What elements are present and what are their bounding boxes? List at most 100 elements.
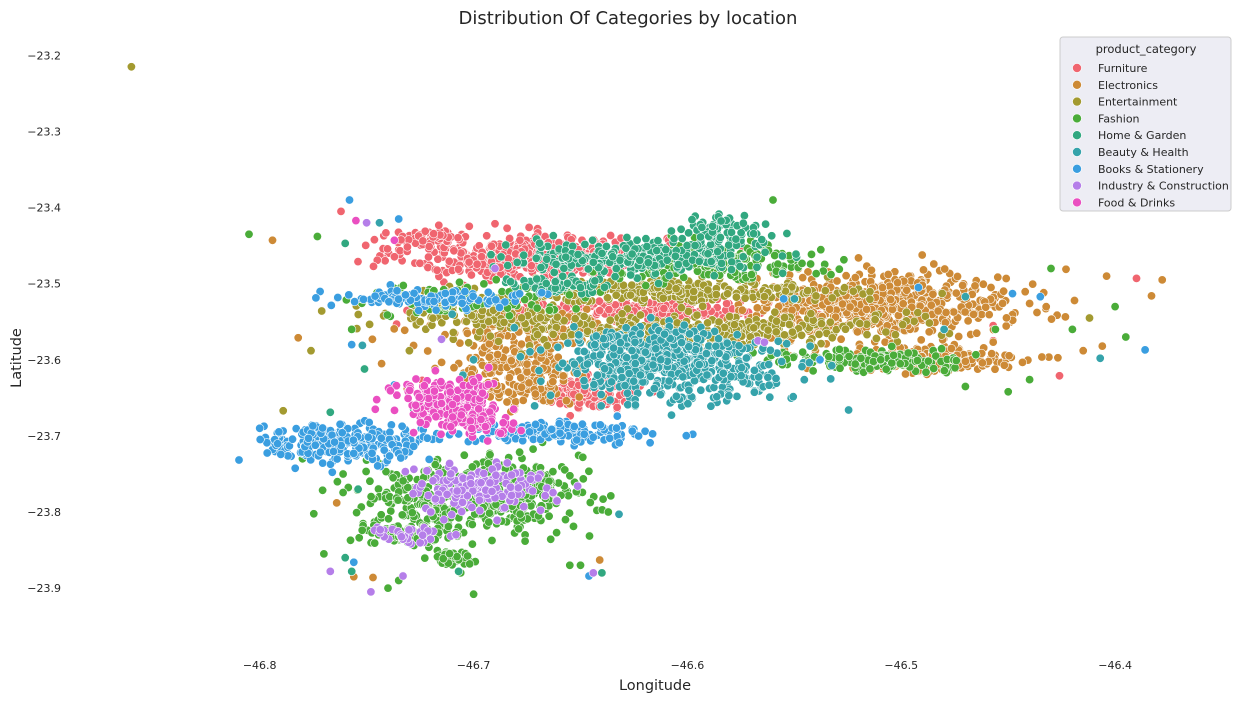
data-point-home-garden xyxy=(706,256,716,266)
data-point-entertainment xyxy=(825,317,835,327)
data-point-entertainment xyxy=(532,330,542,340)
data-point-home-garden xyxy=(643,258,653,268)
data-point-home-garden xyxy=(653,236,663,246)
data-point-beauty-health xyxy=(622,353,632,363)
data-point-beauty-health xyxy=(844,405,854,415)
data-point-home-garden xyxy=(791,249,801,259)
data-point-furniture xyxy=(453,264,463,274)
data-point-home-garden xyxy=(506,277,516,287)
data-point-beauty-health xyxy=(655,390,665,400)
data-point-electronics xyxy=(940,264,950,274)
data-point-entertainment xyxy=(779,330,789,340)
data-point-home-garden xyxy=(642,242,652,252)
data-point-electronics xyxy=(951,288,961,298)
data-point-electronics xyxy=(517,382,527,392)
data-point-fashion xyxy=(469,589,479,599)
data-point-home-garden xyxy=(588,235,598,245)
data-point-electronics xyxy=(999,286,1009,296)
data-point-entertainment xyxy=(676,303,686,313)
data-point-fashion xyxy=(319,549,329,559)
data-point-furniture xyxy=(353,257,363,267)
data-point-home-garden xyxy=(673,259,683,269)
data-point-electronics xyxy=(522,359,532,369)
data-point-fashion xyxy=(352,508,362,518)
data-point-beauty-health xyxy=(788,392,798,402)
data-point-electronics xyxy=(986,282,996,292)
data-point-furniture xyxy=(515,235,525,245)
data-point-entertainment xyxy=(535,313,545,323)
data-point-electronics xyxy=(941,307,951,317)
data-point-fashion xyxy=(318,485,328,495)
data-point-beauty-health xyxy=(764,359,774,369)
data-point-entertainment xyxy=(784,319,794,329)
data-point-electronics xyxy=(893,278,903,288)
data-point-beauty-health xyxy=(726,372,736,382)
data-point-furniture xyxy=(477,252,487,262)
data-point-electronics xyxy=(972,328,982,338)
data-point-electronics xyxy=(502,397,512,407)
data-point-entertainment xyxy=(692,310,702,320)
data-point-fashion xyxy=(568,521,578,531)
data-point-entertainment xyxy=(611,290,621,300)
data-point-fashion xyxy=(826,270,836,280)
data-point-beauty-health xyxy=(826,374,836,384)
data-point-electronics xyxy=(1147,291,1157,301)
data-point-beauty-health xyxy=(718,368,728,378)
data-point-entertainment xyxy=(317,306,327,316)
data-point-home-garden xyxy=(735,261,745,271)
data-point-home-garden xyxy=(641,234,651,244)
data-point-electronics xyxy=(506,356,516,366)
data-point-electronics xyxy=(449,363,459,373)
data-point-fashion xyxy=(960,381,970,391)
data-point-beauty-health xyxy=(671,391,681,401)
data-point-electronics xyxy=(1001,313,1011,323)
data-point-home-garden xyxy=(536,262,546,272)
data-point-fashion xyxy=(548,467,558,477)
data-point-entertainment xyxy=(749,323,759,333)
data-point-beauty-health xyxy=(620,380,630,390)
data-point-beauty-health xyxy=(589,380,599,390)
data-point-fashion xyxy=(467,519,477,529)
data-point-home-garden xyxy=(757,235,767,245)
data-point-fashion xyxy=(839,255,849,265)
data-point-fashion xyxy=(338,487,348,497)
data-point-furniture xyxy=(722,299,732,309)
data-point-home-garden xyxy=(713,247,723,257)
data-point-beauty-health xyxy=(765,392,775,402)
data-point-home-garden xyxy=(550,277,560,287)
data-point-fashion xyxy=(544,305,554,315)
data-point-fashion xyxy=(366,492,376,502)
data-point-entertainment xyxy=(740,293,750,303)
data-point-entertainment xyxy=(731,292,741,302)
data-point-home-garden xyxy=(353,484,363,494)
data-point-entertainment xyxy=(898,320,908,330)
data-point-entertainment xyxy=(1085,313,1095,323)
data-point-furniture xyxy=(444,256,454,266)
data-point-electronics xyxy=(987,349,997,359)
data-point-beauty-health xyxy=(515,352,525,362)
data-point-fashion xyxy=(312,232,322,242)
data-point-electronics xyxy=(511,397,521,407)
data-point-electronics xyxy=(993,272,1003,282)
data-point-fashion xyxy=(546,534,556,544)
data-point-beauty-health xyxy=(763,372,773,382)
data-point-electronics xyxy=(902,285,912,295)
data-point-electronics xyxy=(524,378,534,388)
data-point-home-garden xyxy=(716,216,726,226)
data-point-fashion xyxy=(921,367,931,377)
data-point-electronics xyxy=(866,265,876,275)
data-point-beauty-health xyxy=(640,347,650,357)
data-point-furniture xyxy=(382,244,392,254)
data-point-home-garden xyxy=(610,272,620,282)
data-point-entertainment xyxy=(723,289,733,299)
data-point-beauty-health xyxy=(684,385,694,395)
data-point-beauty-health xyxy=(590,340,600,350)
data-point-beauty-health xyxy=(666,410,676,420)
data-point-fashion xyxy=(484,517,494,527)
data-point-fashion xyxy=(560,515,570,525)
data-point-fashion xyxy=(244,229,254,239)
data-point-electronics xyxy=(924,327,934,337)
data-point-electronics xyxy=(883,269,893,279)
data-point-fashion xyxy=(459,450,469,460)
data-point-electronics xyxy=(1037,352,1047,362)
